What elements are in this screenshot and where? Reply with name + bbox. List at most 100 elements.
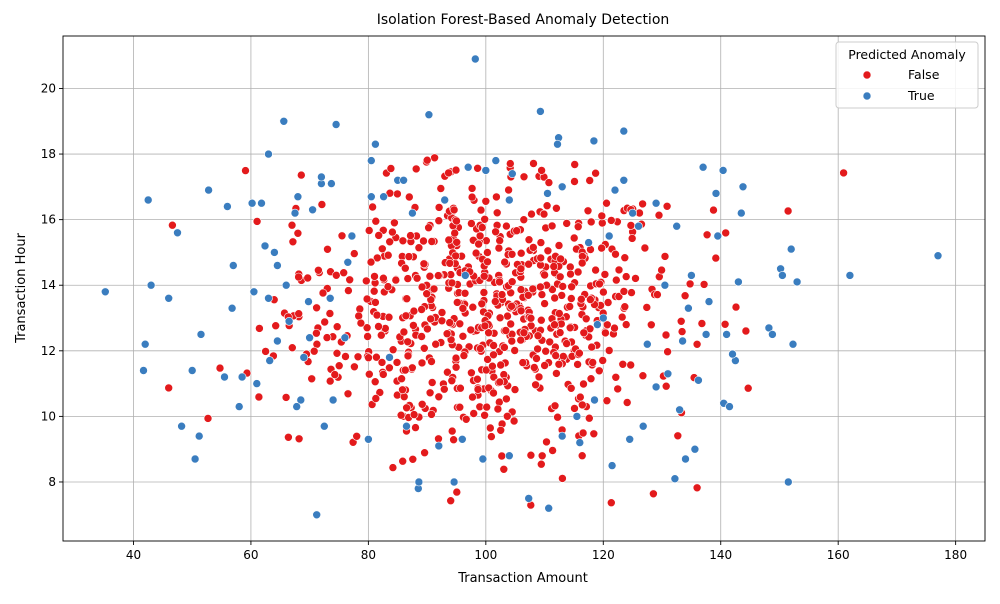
point-normal	[552, 369, 561, 378]
point-anomaly	[408, 208, 417, 218]
point-anomaly	[589, 136, 599, 146]
point-normal	[500, 343, 509, 352]
point-normal	[497, 290, 507, 299]
point-normal	[325, 309, 335, 318]
point-anomaly	[463, 162, 473, 172]
point-normal	[627, 288, 636, 297]
point-normal	[839, 168, 848, 178]
point-anomaly	[177, 421, 186, 431]
point-anomaly	[304, 297, 313, 306]
point-anomaly	[399, 176, 408, 185]
point-normal	[599, 287, 608, 297]
point-anomaly	[402, 421, 411, 431]
point-anomaly	[764, 323, 774, 333]
point-normal	[575, 392, 585, 402]
point-normal	[447, 278, 457, 288]
point-normal	[383, 250, 393, 260]
point-normal	[331, 270, 341, 280]
point-normal	[548, 285, 557, 294]
point-normal	[570, 404, 579, 413]
point-normal	[391, 275, 401, 285]
point-normal	[477, 299, 487, 309]
point-normal	[482, 402, 492, 412]
point-normal	[362, 323, 372, 333]
point-normal	[339, 268, 349, 278]
point-anomaly	[768, 330, 777, 339]
point-normal	[287, 220, 297, 230]
point-normal	[467, 184, 477, 193]
point-anomaly	[604, 231, 614, 241]
point-normal	[404, 252, 414, 261]
point-normal	[403, 337, 413, 347]
point-normal	[294, 272, 303, 282]
point-anomaly	[305, 333, 314, 343]
point-anomaly	[449, 477, 459, 487]
point-normal	[271, 321, 281, 331]
point-normal	[434, 434, 443, 444]
point-normal	[489, 341, 498, 350]
point-normal	[661, 381, 671, 391]
point-normal	[375, 388, 385, 397]
point-normal	[309, 346, 319, 356]
point-normal	[446, 496, 456, 506]
point-normal	[437, 308, 447, 317]
point-anomaly	[845, 271, 855, 280]
point-normal	[403, 274, 413, 283]
point-normal	[481, 365, 491, 375]
point-normal	[702, 230, 712, 240]
point-anomaly	[257, 198, 266, 208]
point-normal	[364, 226, 374, 235]
point-normal	[370, 272, 379, 281]
point-normal	[414, 243, 424, 252]
point-normal	[502, 411, 512, 421]
point-normal	[552, 204, 561, 213]
point-anomaly	[173, 228, 182, 238]
point-normal	[444, 235, 454, 245]
point-anomaly	[675, 405, 684, 415]
point-normal	[446, 335, 456, 345]
point-normal	[685, 279, 695, 289]
point-normal	[495, 236, 505, 245]
point-normal	[388, 463, 398, 472]
point-normal	[447, 426, 457, 436]
point-normal	[473, 164, 482, 173]
point-normal	[550, 401, 560, 411]
point-normal	[692, 339, 702, 349]
point-normal	[503, 311, 512, 321]
point-normal	[317, 200, 327, 209]
point-normal	[554, 241, 564, 250]
point-normal	[545, 337, 555, 347]
point-normal	[653, 290, 662, 299]
point-anomaly	[504, 195, 514, 205]
point-normal	[451, 362, 461, 372]
point-anomaly	[718, 166, 728, 175]
point-anomaly	[101, 287, 110, 297]
x-axis-title: Transaction Amount	[457, 571, 588, 586]
point-normal	[573, 360, 582, 369]
point-normal	[403, 351, 413, 361]
point-normal	[400, 263, 410, 273]
point-normal	[406, 231, 415, 240]
point-normal	[603, 298, 613, 307]
point-anomaly	[610, 185, 620, 195]
point-anomaly	[196, 330, 206, 339]
point-normal	[431, 339, 441, 349]
point-normal	[364, 353, 373, 363]
point-normal	[412, 273, 422, 283]
point-normal	[663, 347, 672, 357]
point-normal	[783, 206, 793, 216]
point-normal	[307, 374, 317, 384]
point-anomaly	[204, 185, 213, 195]
point-normal	[516, 248, 526, 258]
point-normal	[417, 282, 427, 292]
point-anomaly	[194, 431, 204, 441]
point-anomaly	[252, 379, 262, 388]
point-normal	[597, 218, 607, 228]
point-normal	[371, 394, 381, 403]
point-normal	[536, 282, 545, 292]
point-normal	[532, 354, 541, 363]
point-normal	[476, 344, 485, 353]
point-normal	[404, 192, 414, 202]
x-tick-label: 100	[474, 548, 497, 562]
point-normal	[566, 294, 576, 303]
